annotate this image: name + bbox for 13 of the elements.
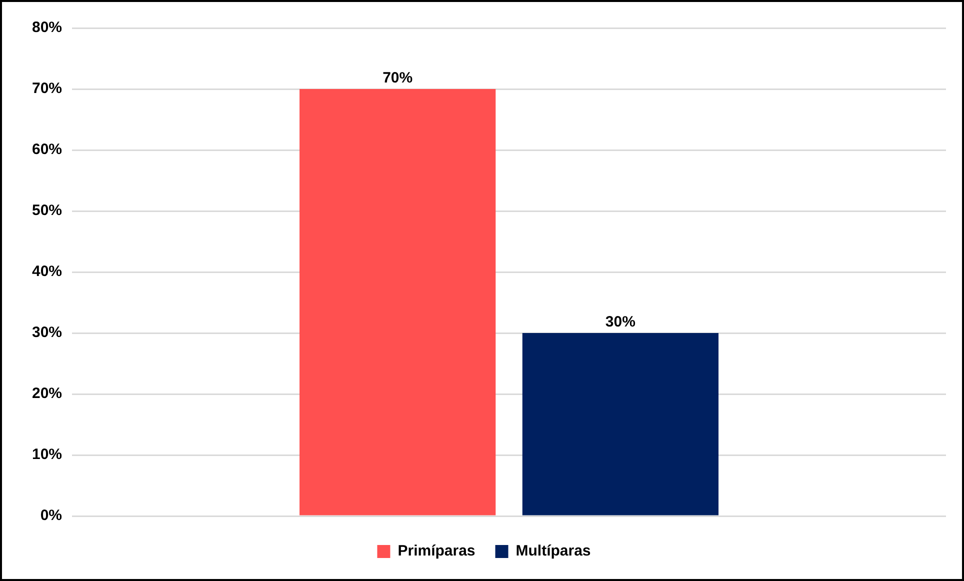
y-tick-label: 70% xyxy=(32,80,62,98)
y-tick-label: 50% xyxy=(32,202,62,220)
y-tick-label: 30% xyxy=(32,324,62,342)
legend-label: Primíparas xyxy=(398,542,476,560)
y-tick-label: 80% xyxy=(32,19,62,36)
y-tick-label: 0% xyxy=(40,507,62,524)
legend-label: Multíparas xyxy=(516,542,591,560)
data-label: 30% xyxy=(605,314,636,331)
y-tick-label: 40% xyxy=(32,263,62,280)
y-tick-label: 20% xyxy=(32,385,62,402)
data-label: 70% xyxy=(382,70,413,87)
y-tick-label: 10% xyxy=(32,446,62,464)
y-tick-label: 60% xyxy=(32,141,62,158)
